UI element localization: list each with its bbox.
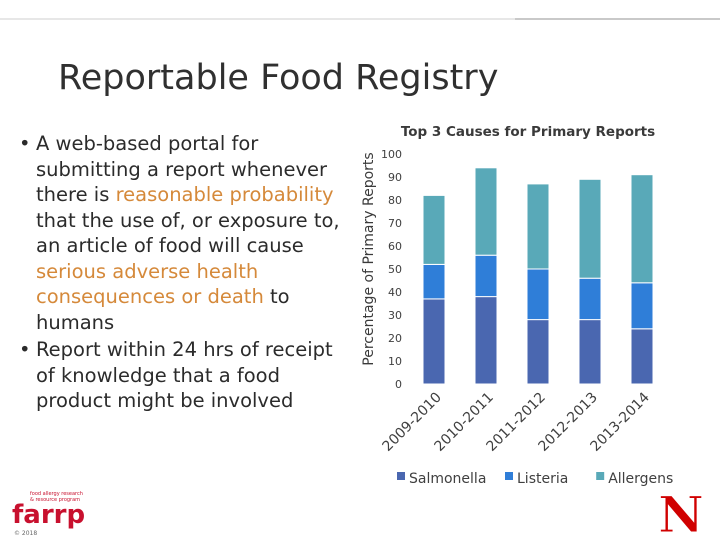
logo-n-letter: N (658, 488, 704, 536)
bar-listeria-2009-2010 (422, 263, 446, 300)
top-divider (0, 18, 720, 20)
bar-allergens-2013-2014 (630, 174, 654, 284)
chart-title: Top 3 Causes for Primary Reports (401, 124, 655, 140)
bar-salmonella-2012-2013 (578, 319, 602, 385)
top-divider-accent (515, 18, 720, 20)
bullet-text: Report within 24 hrs of receipt of knowl… (36, 338, 333, 412)
y-tick-label: 90 (388, 171, 402, 184)
bar-salmonella-2013-2014 (630, 328, 654, 385)
farrp-logo: food allergy research & resource program… (12, 491, 85, 537)
bar-salmonella-2010-2011 (474, 296, 498, 385)
bullet-highlight-text: reasonable probability (115, 183, 334, 206)
logo-tagline-1: food allergy research (30, 491, 83, 497)
y-tick-label: 100 (381, 148, 402, 161)
bullet-dot: • (19, 132, 31, 155)
logo-tagline-2: & resource program (30, 497, 80, 503)
bullet-item: • A web-based portal for submitting a rep… (16, 131, 351, 335)
legend-swatch-salmonella (397, 472, 405, 480)
legend-label: Listeria (517, 471, 568, 487)
logo-copyright: © 2018 (14, 530, 37, 537)
y-tick-label: 60 (388, 240, 402, 253)
y-axis-label: Percentage of Primary Reports (361, 152, 377, 365)
y-tick-label: 50 (388, 263, 402, 276)
bar-listeria-2013-2014 (630, 282, 654, 330)
legend-label: Allergens (608, 471, 673, 487)
bullet-text: A web-based portal for submitting a repo… (36, 132, 328, 206)
bar-listeria-2011-2012 (526, 268, 550, 321)
y-tick-label: 40 (388, 286, 402, 299)
bullet-dot: • (19, 338, 31, 361)
bar-allergens-2011-2012 (526, 183, 550, 270)
bullet-text: to humans (36, 285, 290, 334)
y-tick-label: 70 (388, 217, 402, 230)
bar-allergens-2012-2013 (578, 178, 602, 279)
y-tick-label: 20 (388, 332, 402, 345)
nebraska-n-logo: N (658, 488, 705, 536)
bullet-item: • Report within 24 hrs of receipt of know… (16, 337, 351, 414)
y-tick-label: 80 (388, 194, 402, 207)
bar-salmonella-2009-2010 (422, 298, 446, 385)
bar-listeria-2012-2013 (578, 277, 602, 321)
bar-listeria-2010-2011 (474, 254, 498, 298)
legend-label: Salmonella (409, 471, 486, 487)
bar-allergens-2010-2011 (474, 167, 498, 256)
y-tick-label: 30 (388, 309, 402, 322)
bar-salmonella-2011-2012 (526, 319, 550, 385)
legend-swatch-allergens (596, 472, 605, 480)
bullet-highlight-text: serious adverse health consequences or d… (36, 259, 264, 309)
y-tick-label: 0 (395, 378, 402, 391)
bar-allergens-2009-2010 (422, 194, 446, 265)
logo-wordmark: farrp (12, 500, 85, 530)
slide-title: Reportable Food Registry (58, 58, 499, 98)
bullet-text: that the use of, or exposure to, an arti… (36, 208, 340, 258)
bullet-list: • A web-based portal for submitting a rep… (16, 131, 351, 416)
y-tick-label: 10 (388, 355, 402, 368)
legend-swatch-listeria (505, 472, 513, 480)
